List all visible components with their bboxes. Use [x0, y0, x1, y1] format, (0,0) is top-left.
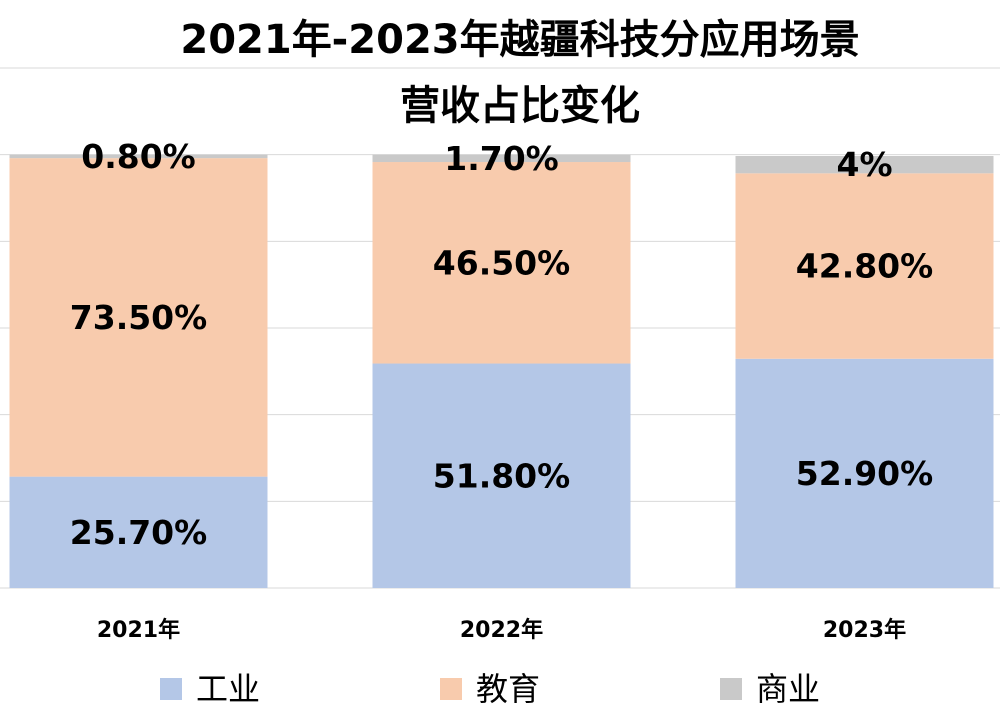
x-tick-label: 2023年	[823, 617, 906, 643]
bar-segment	[9, 476, 268, 588]
chart-title: 2021年-2023年越疆科技分应用场景	[180, 17, 859, 63]
legend-swatch	[160, 678, 182, 700]
bar-segment	[735, 155, 994, 174]
legend-label: 教育	[476, 670, 540, 708]
data-label: 73.50%	[70, 298, 207, 337]
legend-swatch	[720, 678, 742, 700]
bar-segment	[372, 363, 631, 588]
data-label: 4%	[836, 145, 892, 184]
data-label: 0.80%	[81, 137, 196, 176]
data-label: 25.70%	[70, 513, 207, 552]
data-label: 42.80%	[796, 247, 933, 286]
legend-label: 工业	[196, 670, 260, 708]
data-label: 46.50%	[433, 243, 570, 282]
bar-segment	[735, 173, 994, 359]
bar-segment	[372, 154, 631, 163]
bar-segment	[9, 158, 268, 477]
data-label: 52.90%	[796, 454, 933, 493]
bar-segment	[372, 162, 631, 364]
legend-swatch	[440, 678, 462, 700]
bar-segment	[735, 358, 994, 588]
data-label: 51.80%	[433, 456, 570, 495]
data-label: 1.70%	[444, 139, 559, 178]
bar-segment	[9, 154, 268, 159]
x-tick-label: 2022年	[460, 617, 543, 643]
chart-title: 营收占比变化	[400, 83, 640, 129]
legend-label: 商业	[756, 670, 820, 708]
x-tick-label: 2021年	[97, 617, 180, 643]
